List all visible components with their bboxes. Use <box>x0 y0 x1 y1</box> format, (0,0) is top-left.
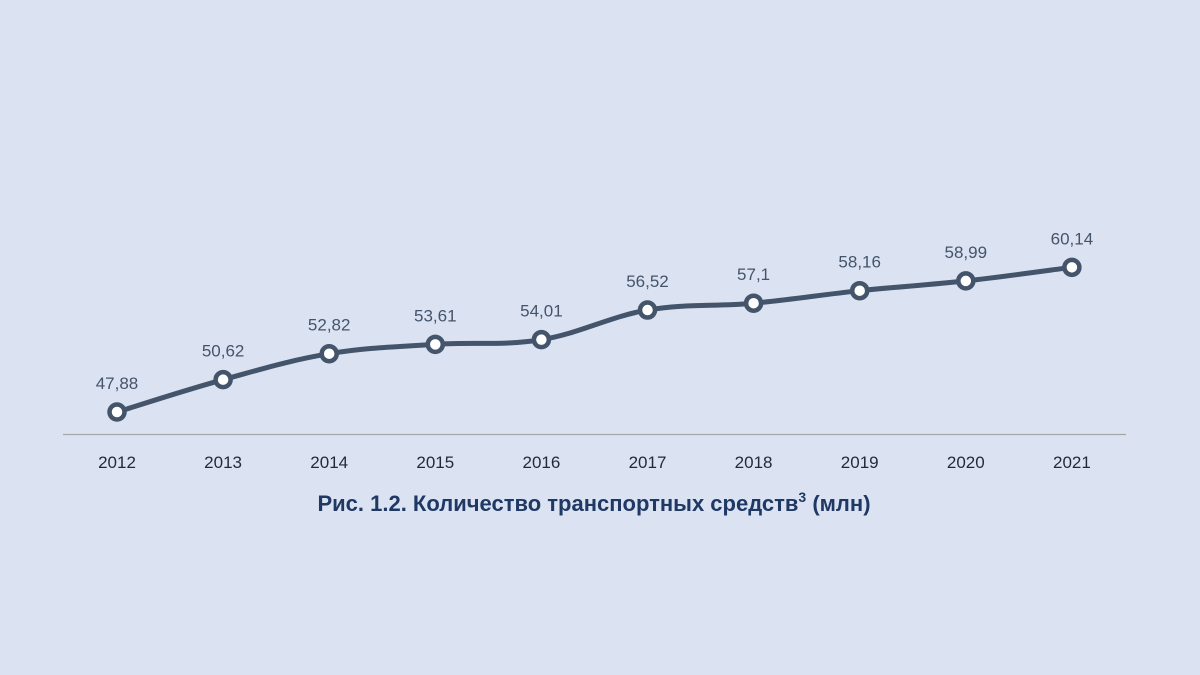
x-tick-label: 2014 <box>310 453 348 472</box>
x-tick-label: 2021 <box>1053 453 1091 472</box>
x-tick-label: 2020 <box>947 453 985 472</box>
series-line <box>114 264 1075 415</box>
x-tick-label: 2016 <box>522 453 560 472</box>
data-point-marker <box>743 293 764 313</box>
data-point-marker <box>107 402 127 422</box>
data-label: 52,82 <box>308 316 351 335</box>
data-label: 47,88 <box>96 374 139 393</box>
data-point-marker <box>637 300 658 320</box>
data-point-marker <box>425 334 446 355</box>
markers-group <box>107 257 1082 422</box>
x-tick-label: 2012 <box>98 453 136 472</box>
chart-title-suffix: (млн) <box>806 491 870 516</box>
chart-title-superscript: 3 <box>798 489 806 505</box>
data-labels-group: 47,88 50,62 52,82 53,61 54,01 56,52 57,1 58,16 5… <box>96 229 1093 393</box>
data-point-marker <box>213 369 233 390</box>
data-point-marker <box>531 329 552 350</box>
data-label: 56,52 <box>626 272 669 291</box>
data-label: 58,16 <box>838 253 881 272</box>
data-label: 54,01 <box>520 302 563 321</box>
x-tick-label: 2015 <box>416 453 454 472</box>
data-point-marker <box>319 343 339 364</box>
data-point-marker <box>1062 257 1082 278</box>
data-point-marker <box>956 271 976 291</box>
chart-title: Рис. 1.2. Количество транспортных средст… <box>317 489 870 516</box>
x-tick-label: 2013 <box>204 453 242 472</box>
x-tick-labels-group: 2012 2013 2014 2015 2016 2017 2018 2019 2020 2021 <box>98 453 1091 472</box>
x-tick-label: 2019 <box>841 453 879 472</box>
data-label: 58,99 <box>945 243 988 262</box>
chart-title-main: Рис. 1.2. Количество транспортных средст… <box>317 491 798 516</box>
data-label: 50,62 <box>202 342 245 361</box>
data-point-marker <box>849 280 870 301</box>
data-label: 57,1 <box>737 265 770 284</box>
data-label: 60,14 <box>1051 229 1094 248</box>
x-tick-label: 2017 <box>629 453 667 472</box>
data-label: 53,61 <box>414 306 457 325</box>
x-tick-label: 2018 <box>735 453 773 472</box>
